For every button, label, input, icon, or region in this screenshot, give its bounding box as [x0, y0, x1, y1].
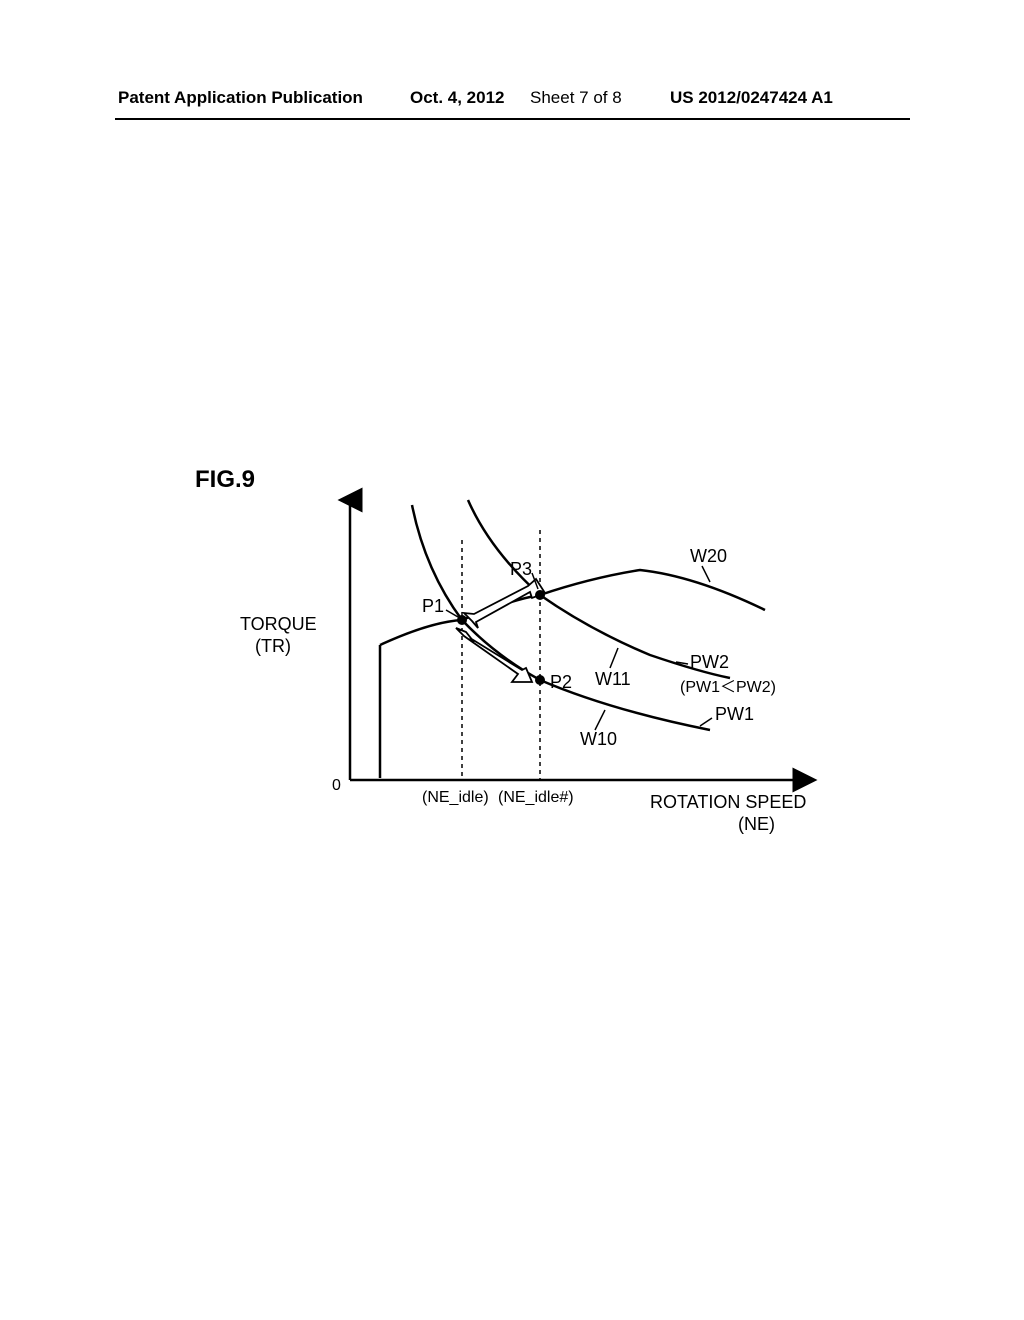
header-sheet: Sheet 7 of 8 — [530, 88, 622, 108]
curve-pw1 — [412, 505, 710, 730]
label-p3: P3 — [510, 559, 532, 579]
label-w10: W10 — [580, 729, 617, 749]
label-pw-relation: (PW1＜PW2) — [680, 679, 776, 696]
label-p2: P2 — [550, 672, 572, 692]
header-rule — [115, 118, 910, 120]
point-p2 — [535, 675, 545, 685]
page: Patent Application Publication Oct. 4, 2… — [0, 0, 1024, 1320]
chart-svg: 0 TORQUE(TR) ROTATION SPEED(NE) (NE_idle) (N… — [190, 470, 890, 870]
y-axis-label: TORQUE — [240, 614, 317, 634]
origin-label: 0 — [332, 777, 341, 794]
label-w20: W20 — [690, 546, 727, 566]
arrow-p1-p3 — [464, 579, 545, 628]
x-axis-label2: (NE) — [738, 814, 775, 834]
leader-w10 — [595, 710, 605, 730]
header-publication-type: Patent Application Publication — [118, 88, 363, 108]
label-pw1: PW1 — [715, 704, 754, 724]
arrow-p1-p2 — [456, 628, 532, 682]
point-p3 — [535, 590, 545, 600]
leader-w11 — [610, 648, 618, 668]
leader-w20 — [702, 566, 710, 582]
point-p1 — [457, 615, 467, 625]
leader-pw1 — [700, 718, 712, 726]
ne-idle-tick: (NE_idle) — [422, 789, 489, 806]
torque-vs-speed-chart: 0 TORQUE(TR) ROTATION SPEED(NE) (NE_idle) (N… — [190, 470, 890, 870]
y-axis-label2: (TR) — [255, 636, 291, 656]
x-axis-label: ROTATION SPEED — [650, 792, 806, 812]
label-p1: P1 — [422, 596, 444, 616]
header-date: Oct. 4, 2012 — [410, 88, 505, 108]
label-pw2: PW2 — [690, 652, 729, 672]
page-header: Patent Application Publication Oct. 4, 2… — [0, 88, 1024, 118]
label-w11: W11 — [595, 669, 631, 689]
ne-idle-hash-tick: (NE_idle#) — [498, 789, 574, 806]
header-pubno: US 2012/0247424 A1 — [670, 88, 833, 108]
